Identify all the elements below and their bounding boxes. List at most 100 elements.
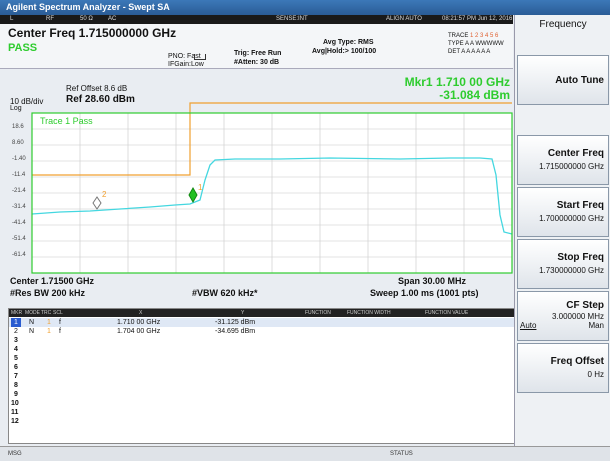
sweep-time: Sweep 1.00 ms (1001 pts): [370, 288, 479, 298]
row-num: 11: [11, 409, 19, 416]
plot-grid: [32, 113, 512, 273]
row-num: 12: [11, 418, 19, 425]
table-row[interactable]: 1 N 1 f 1.710 00 GHz -31.125 dBm: [9, 318, 514, 327]
table-row[interactable]: 6: [9, 363, 514, 372]
type-label: TYPE: [448, 41, 464, 47]
row-y: -31.125 dBm: [215, 319, 256, 326]
ref-level: Ref 28.60 dBm: [66, 94, 135, 105]
table-row[interactable]: 11: [9, 408, 514, 417]
status-row: L RF 50 Ω AC SENSE:INT ALIGN AUTO 08:21:…: [0, 15, 513, 24]
msg-label: MSG: [8, 451, 22, 457]
row-num: 1: [11, 318, 21, 327]
col-function-width: FUNCTION WIDTH: [347, 310, 391, 316]
center-freq-button[interactable]: Center Freq 1.715000000 GHz: [517, 135, 609, 185]
table-row[interactable]: 5: [9, 354, 514, 363]
row-trc: 1: [47, 319, 51, 326]
y-label: 18.6: [12, 124, 24, 130]
status-label: STATUS: [390, 451, 413, 457]
status-sense: SENSE:INT: [276, 16, 308, 22]
auto-tune-button[interactable]: Auto Tune: [517, 55, 609, 105]
y-label: -21.4: [12, 188, 26, 194]
message-bar: MSG STATUS: [0, 446, 610, 461]
cf-step-man[interactable]: Man: [588, 321, 604, 330]
row-trc: 1: [47, 328, 51, 335]
row-x: 1.710 00 GHz: [117, 319, 161, 326]
y-label: -31.4: [12, 204, 26, 210]
table-row[interactable]: 10: [9, 399, 514, 408]
scale-per-div: 10 dB/div: [10, 97, 44, 106]
col-y: Y: [241, 310, 245, 316]
avg-type: Avg Type: RMS: [323, 39, 374, 46]
cf-step-auto[interactable]: Auto: [520, 321, 537, 330]
table-row[interactable]: 4: [9, 345, 514, 354]
marker-table-header: MKR MODE TRC SCL X Y FUNCTION FUNCTION W…: [9, 309, 514, 317]
ifgain-setting: IFGain:Low: [168, 61, 204, 68]
pno-setting: PNO: Fast: [168, 53, 201, 60]
freq-offset-value: 0 Hz: [587, 370, 604, 379]
row-y: -34.695 dBm: [215, 328, 256, 335]
status-l: L: [10, 16, 14, 22]
cf-step-button[interactable]: CF Step 3.000000 MHz Auto Man: [517, 291, 609, 341]
atten-setting: #Atten: 30 dB: [234, 59, 280, 66]
marker-readout: Mkr1 1.710 00 GHz -31.084 dBm: [376, 76, 510, 102]
softkey-menu-title: Frequency: [539, 19, 587, 30]
row-num: 4: [14, 346, 18, 353]
res-bw: #Res BW 200 kHz: [10, 288, 86, 298]
col-mkr: MKR: [11, 310, 23, 316]
col-x: X: [139, 310, 143, 316]
row-num: 2: [14, 328, 18, 335]
plot-frame: [31, 112, 513, 274]
freq-offset-label: Freq Offset: [550, 356, 604, 367]
table-row[interactable]: 8: [9, 381, 514, 390]
stop-freq-value: 1.730000000 GHz: [539, 266, 604, 275]
limit-line: [32, 102, 512, 176]
marker-2-label: 2: [102, 190, 107, 199]
y-label: -51.4: [12, 236, 26, 242]
marker-table: MKR MODE TRC SCL X Y FUNCTION FUNCTION W…: [8, 308, 515, 444]
measurement-info-bar: [0, 24, 513, 69]
trigger-setting: Trig: Free Run: [234, 50, 282, 57]
span-footer: Span 30.00 MHz: [398, 276, 467, 286]
vbw: #VBW 620 kHz*: [192, 288, 258, 298]
row-num: 10: [11, 400, 19, 407]
marker-readout-amp: -31.084 dBm: [439, 88, 510, 102]
table-row[interactable]: 12: [9, 417, 514, 426]
row-x: 1.704 00 GHz: [117, 328, 161, 335]
row-num: 3: [14, 337, 18, 344]
table-row[interactable]: 7: [9, 372, 514, 381]
trace-label: TRACE: [448, 33, 469, 39]
center-freq-footer: Center 1.71500 GHz: [10, 276, 95, 286]
freq-offset-button[interactable]: Freq Offset 0 Hz: [517, 343, 609, 393]
trace-type-det-block: TRACE 1 2 3 4 5 6 TYPE A A WWWWW DET A A…: [448, 32, 504, 56]
row-num: 9: [14, 391, 18, 398]
cf-step-value: 3.000000 MHz: [551, 312, 604, 321]
trace-digits: 1 2 3 4 5 6: [470, 33, 499, 39]
spectrum-trace: [31, 157, 513, 235]
status-impedance: 50 Ω: [80, 16, 93, 22]
status-align: ALIGN AUTO: [386, 16, 422, 22]
marker-2-diamond[interactable]: [92, 196, 102, 210]
status-coupling: AC: [108, 16, 117, 22]
start-freq-value: 1.700000000 GHz: [539, 214, 604, 223]
col-mode: MODE: [25, 310, 40, 316]
table-row[interactable]: 9: [9, 390, 514, 399]
status-timestamp: 08:21:57 PM Jun 12, 2016: [442, 16, 513, 22]
center-freq-display[interactable]: Center Freq 1.715000000 GHz: [8, 26, 177, 40]
marker-1-diamond[interactable]: [188, 186, 198, 204]
start-freq-label: Start Freq: [556, 200, 604, 211]
y-label: -11.4: [12, 172, 26, 178]
det-values: A A A A A A: [461, 49, 491, 55]
avg-hold: Avg|Hold:> 100/100: [312, 48, 377, 55]
y-label: -61.4: [12, 252, 26, 258]
start-freq-button[interactable]: Start Freq 1.700000000 GHz: [517, 187, 609, 237]
table-row[interactable]: 3: [9, 336, 514, 345]
row-scl: f: [59, 319, 61, 326]
ref-offset: Ref Offset 8.6 dB: [66, 84, 128, 93]
y-label: -41.4: [12, 220, 26, 226]
table-row[interactable]: 2 N 1 f 1.704 00 GHz -34.695 dBm: [9, 327, 514, 336]
stop-freq-button[interactable]: Stop Freq 1.730000000 GHz: [517, 239, 609, 289]
col-scl: SCL: [53, 310, 63, 316]
